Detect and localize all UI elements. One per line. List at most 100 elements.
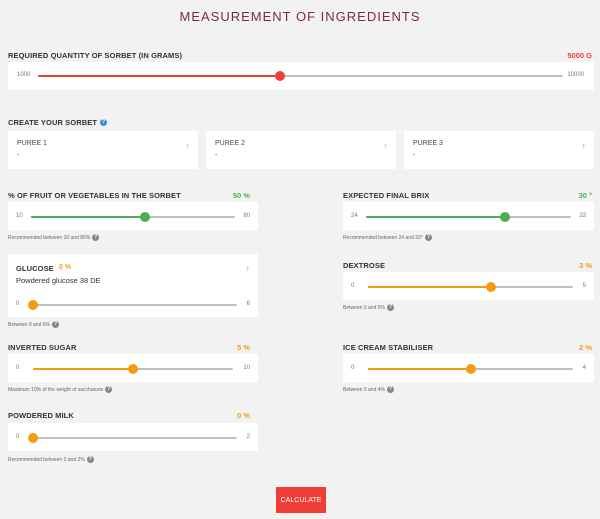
- slider-thumb[interactable]: [28, 300, 38, 310]
- fruit-card: 10 80: [8, 202, 258, 230]
- help-icon[interactable]: ?: [386, 304, 394, 311]
- stabiliser-hint: Between 0 and 4% ?: [343, 386, 394, 393]
- stabiliser-label: ICE CREAM STABILISER: [343, 343, 434, 352]
- brix-card: 24 33: [343, 202, 594, 230]
- puree-1-card[interactable]: PUREE 1 - ›: [8, 131, 198, 169]
- quantity-value: 5000 G: [567, 51, 592, 60]
- puree-value: -: [413, 152, 416, 159]
- stabiliser-value: 2 %: [579, 343, 592, 352]
- hint-text: Maximum 10% of the weight of saccharose: [8, 386, 104, 393]
- slider-fill: [368, 368, 471, 370]
- quantity-label: REQUIRED QUANTITY OF SORBET (IN GRAMS): [8, 51, 183, 60]
- brix-value: 30 °: [578, 191, 592, 200]
- slider-thumb[interactable]: [486, 282, 496, 292]
- create-sorbet-label: CREATE YOUR SORBET: [8, 118, 98, 127]
- dextrose-slider[interactable]: 0 5: [351, 280, 586, 294]
- quantity-slider[interactable]: 1000 10000: [17, 69, 584, 83]
- slider-min: 0: [16, 434, 20, 440]
- hint-text: Between 0 and 5%: [343, 304, 385, 311]
- slider-max: 10: [243, 365, 250, 371]
- help-icon[interactable]: ?: [51, 321, 59, 328]
- milk-label: POWDERED MILK: [8, 411, 74, 420]
- slider-thumb[interactable]: [28, 433, 38, 443]
- calculate-button[interactable]: CALCULATE: [276, 487, 326, 513]
- slider-track[interactable]: [366, 212, 571, 222]
- fruit-label: % OF FRUIT OR VEGETABLES IN THE SORBET: [8, 191, 181, 200]
- glucose-hint: Between 0 and 6% ?: [8, 321, 59, 328]
- fruit-hint: Recommended between 10 and 80% ?: [8, 234, 100, 241]
- help-icon[interactable]: ?: [386, 386, 394, 393]
- puree-name: PUREE 1: [17, 140, 47, 147]
- help-icon[interactable]: ?: [424, 234, 432, 241]
- slider-track[interactable]: [28, 433, 237, 443]
- slider-thumb[interactable]: [500, 212, 511, 222]
- inverted-hint: Maximum 10% of the weight of saccharose …: [8, 386, 113, 393]
- help-icon[interactable]: ?: [92, 234, 100, 241]
- slider-thumb[interactable]: [140, 212, 151, 222]
- slider-thumb[interactable]: [274, 71, 285, 81]
- fruit-slider[interactable]: 10 80: [16, 210, 250, 224]
- hint-text: Recommended between 24 and 33°: [343, 234, 423, 241]
- dextrose-card: 0 5: [343, 272, 594, 300]
- stabiliser-slider[interactable]: 0 4: [351, 362, 586, 376]
- milk-slider[interactable]: 0 2: [16, 431, 250, 445]
- hint-text: Recommended between 0 and 2%: [8, 456, 85, 463]
- fruit-value: 50 %: [232, 191, 250, 200]
- slider-track[interactable]: [38, 71, 563, 81]
- glucose-slider[interactable]: 0 6: [16, 298, 250, 312]
- brix-slider[interactable]: 24 33: [351, 210, 586, 224]
- hint-text: Recommended between 10 and 80%: [8, 234, 91, 241]
- chevron-right-icon: ›: [582, 140, 585, 150]
- slider-max: 80: [243, 213, 250, 219]
- dextrose-hint: Between 0 and 5% ?: [343, 304, 394, 311]
- inverted-value: 5 %: [237, 343, 250, 352]
- hint-text: Between 0 and 6%: [8, 321, 50, 328]
- slider-min: 0: [16, 301, 20, 307]
- glucose-label: GLUCOSE: [16, 264, 54, 273]
- slider-max: 6: [246, 301, 250, 307]
- puree-value: -: [17, 152, 20, 159]
- slider-fill: [38, 75, 280, 77]
- dextrose-value: 3 %: [579, 261, 592, 270]
- milk-value: 0 %: [237, 411, 250, 420]
- stabiliser-card: 0 4: [343, 354, 594, 382]
- slider-track[interactable]: [28, 300, 237, 310]
- puree-3-card[interactable]: PUREE 3 - ›: [404, 131, 594, 169]
- help-icon[interactable]: ?: [105, 386, 113, 393]
- slider-fill: [368, 286, 491, 288]
- slider-min: 0: [351, 283, 355, 289]
- slider-track[interactable]: [368, 364, 573, 374]
- slider-min: 1000: [17, 72, 31, 78]
- puree-value: -: [215, 152, 218, 159]
- glucose-type: Powdered glucose 38 DE: [16, 276, 101, 285]
- quantity-card: 1000 10000: [8, 62, 594, 90]
- inverted-label: INVERTED SUGAR: [8, 343, 77, 352]
- slider-fill: [33, 368, 133, 370]
- slider-min: 24: [351, 213, 358, 219]
- brix-label: EXPECTED FINAL BRIX: [343, 191, 430, 200]
- chevron-right-icon: ›: [246, 263, 249, 273]
- slider-max: 5: [582, 283, 586, 289]
- inverted-slider[interactable]: 0 10: [16, 362, 250, 376]
- page-title: MEASUREMENT OF INGREDIENTS: [179, 9, 421, 24]
- slider-min: 0: [351, 365, 355, 371]
- slider-max: 10000: [567, 72, 584, 78]
- milk-hint: Recommended between 0 and 2% ?: [8, 456, 94, 463]
- slider-max: 33: [579, 213, 586, 219]
- help-icon[interactable]: ?: [100, 119, 108, 126]
- slider-track[interactable]: [31, 212, 235, 222]
- slider-track[interactable]: [368, 282, 573, 292]
- slider-thumb[interactable]: [465, 364, 476, 374]
- hint-text: Between 0 and 4%: [343, 386, 385, 393]
- create-sorbet-header: CREATE YOUR SORBET ?: [8, 118, 108, 127]
- glucose-card[interactable]: GLUCOSE 0 % › Powdered glucose 38 DE 0 6: [8, 254, 258, 317]
- puree-2-card[interactable]: PUREE 2 - ›: [206, 131, 396, 169]
- chevron-right-icon: ›: [384, 140, 387, 150]
- slider-thumb[interactable]: [128, 364, 138, 374]
- slider-max: 4: [582, 365, 586, 371]
- help-icon[interactable]: ?: [86, 456, 94, 463]
- slider-min: 10: [16, 213, 23, 219]
- slider-track[interactable]: [33, 364, 233, 374]
- puree-name: PUREE 3: [413, 140, 443, 147]
- slider-min: 0: [16, 365, 20, 371]
